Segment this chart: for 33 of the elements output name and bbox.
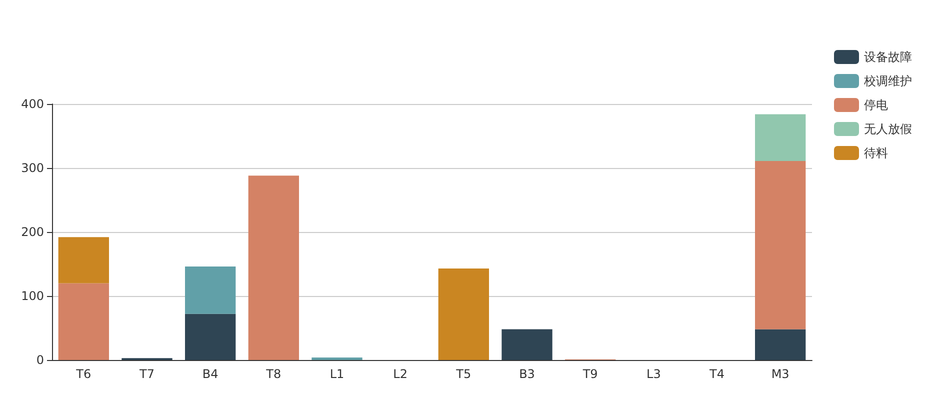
x-tick-label: T4 [708, 367, 724, 381]
x-tick-label: T8 [265, 367, 282, 381]
x-tick-label: L3 [646, 367, 661, 381]
bar [58, 237, 109, 284]
x-tick-label: B4 [202, 367, 218, 381]
bar [502, 329, 552, 360]
bar [58, 283, 109, 360]
y-tick-label: 300 [21, 161, 44, 175]
legend-label: 校调维护 [863, 74, 912, 88]
legend-label: 待料 [864, 146, 888, 160]
legend-label: 设备故障 [864, 50, 912, 64]
x-tick-label: L1 [330, 367, 344, 381]
legend-label: 无人放假 [864, 122, 912, 136]
bar [755, 160, 806, 330]
bar [312, 357, 362, 360]
bar [185, 314, 236, 360]
bar [755, 114, 806, 161]
y-tick-label: 200 [21, 225, 44, 239]
x-tick-label: T6 [75, 367, 92, 381]
y-tick-label: 0 [36, 353, 44, 367]
bar [185, 266, 236, 314]
x-tick-label: T5 [455, 367, 472, 381]
bar [248, 176, 299, 360]
x-tick-label: T9 [582, 367, 598, 381]
y-tick-label: 400 [21, 97, 44, 111]
bar [755, 329, 806, 360]
bar [438, 268, 489, 360]
x-tick-label: L2 [393, 367, 408, 381]
x-tick-label: M3 [771, 367, 790, 381]
x-tick-label: T7 [138, 367, 154, 381]
x-tick-label: B3 [519, 367, 535, 381]
y-tick-label: 100 [21, 289, 44, 303]
legend-label: 停电 [864, 98, 888, 112]
